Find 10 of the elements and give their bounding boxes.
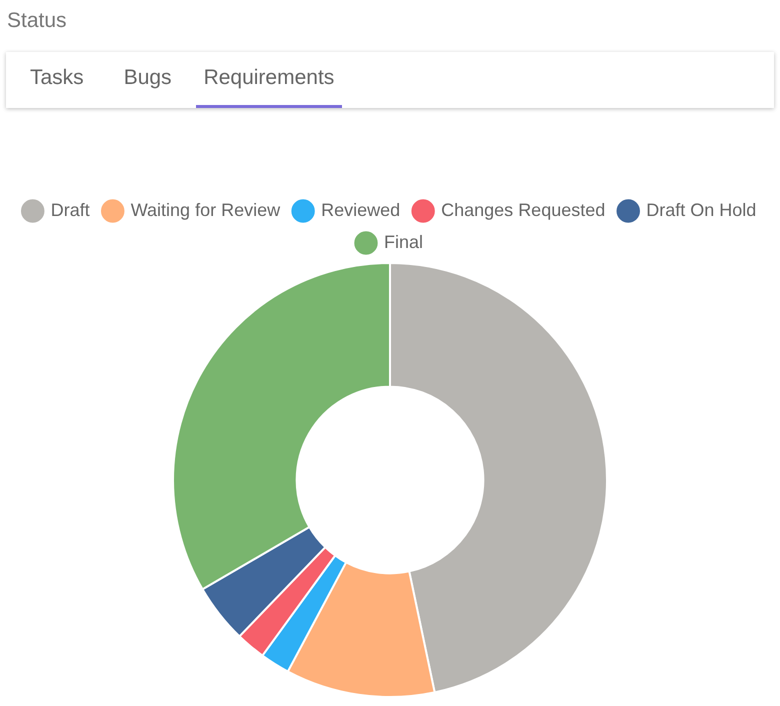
chart-title: Status <box>7 9 67 33</box>
text: Requirements <box>196 52 342 108</box>
text: Bugs <box>124 65 172 91</box>
legend-label: Changes Requested <box>441 200 606 220</box>
legend-label: Final <box>384 232 424 252</box>
legend-label: Draft <box>50 200 90 220</box>
legend-label: Draft On Hold <box>646 200 756 220</box>
text: Tasks <box>30 65 84 91</box>
legend-label: Reviewed <box>321 200 400 220</box>
legend-label: Waiting for Review <box>130 200 282 220</box>
